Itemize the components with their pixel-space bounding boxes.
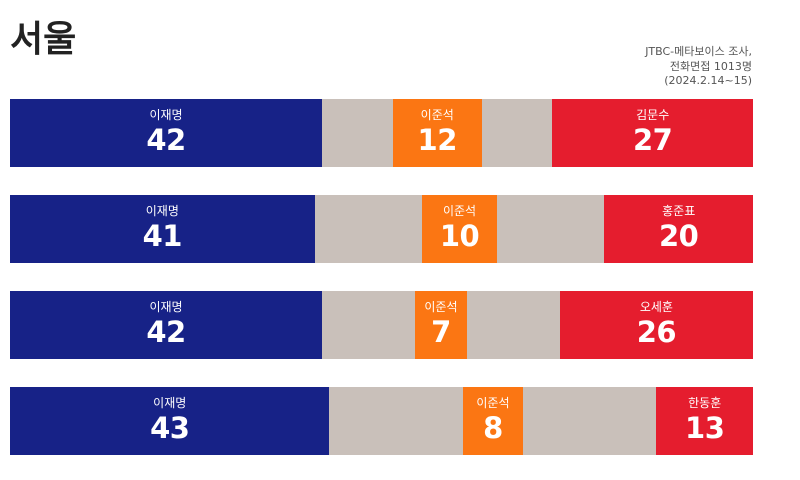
candidate-value: 42 (146, 315, 186, 349)
bar-segment-first: 이재명 43 (10, 387, 330, 455)
bar-segment-middle: 이준석 8 (463, 387, 523, 455)
candidate-name: 이재명 (149, 300, 183, 314)
bar-segment-middle: 이준석 7 (414, 291, 467, 359)
bar-segment-first: 이재명 42 (10, 291, 323, 359)
candidate-value: 10 (439, 219, 480, 253)
bar-segment-middle: 이준석 10 (422, 195, 497, 263)
matchup-row-1: 이재명 42 이준석 12 김문수 27 (10, 99, 753, 167)
candidate-name: 한동훈 (688, 396, 722, 410)
bar-segment-first: 이재명 41 (10, 195, 315, 263)
candidate-name: 김문수 (636, 108, 670, 122)
candidate-value: 43 (150, 411, 190, 445)
candidate-name: 이재명 (145, 204, 179, 218)
bar-segment-third: 김문수 27 (552, 99, 753, 167)
bar-segment-first: 이재명 42 (10, 99, 323, 167)
bar-segment-third: 홍준표 20 (604, 195, 753, 263)
candidate-value: 42 (146, 123, 186, 157)
bar-segment-middle: 이준석 12 (392, 99, 482, 167)
source-line-2: 전화면접 1013명 (669, 59, 752, 73)
candidate-name: 홍준표 (662, 204, 696, 218)
matchup-row-3: 이재명 42 이준석 7 오세훈 26 (10, 291, 753, 359)
source-line-3: (2024.2.14~15) (664, 74, 752, 87)
candidate-name: 이준석 (424, 300, 458, 314)
candidate-name: 이재명 (153, 396, 187, 410)
candidate-name: 이준석 (420, 108, 454, 122)
bar-segment-third: 한동훈 13 (656, 387, 753, 455)
candidate-value: 8 (483, 411, 503, 445)
candidate-value: 27 (633, 123, 673, 157)
candidate-name: 이재명 (149, 108, 183, 122)
matchup-row-4: 이재명 43 이준석 8 한동훈 13 (10, 387, 753, 455)
candidate-value: 26 (636, 315, 677, 349)
candidate-value: 13 (685, 411, 725, 445)
candidate-value: 20 (659, 219, 699, 253)
candidate-value: 41 (142, 219, 183, 253)
candidate-name: 오세훈 (639, 300, 673, 314)
source-note: JTBC-메타보이스 조사, 전화면접 1013명 (2024.2.14~15) (645, 45, 752, 89)
chart-title: 서울 (10, 19, 77, 60)
bar-segment-third: 오세훈 26 (559, 291, 753, 359)
candidate-name: 이준석 (442, 204, 477, 218)
candidate-name: 이준석 (476, 396, 510, 410)
matchup-row-2: 이재명 41 이준석 10 홍준표 20 (10, 195, 753, 263)
candidate-value: 7 (431, 315, 451, 349)
source-line-1: JTBC-메타보이스 조사, (645, 45, 752, 58)
candidate-value: 12 (417, 123, 458, 157)
